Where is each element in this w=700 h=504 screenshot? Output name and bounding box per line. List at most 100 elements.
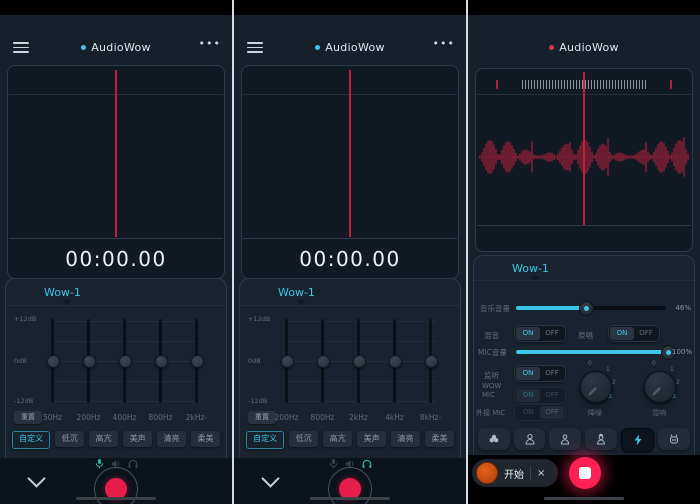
- panel-middle: AudioWow ••• 00:00.00 Wow-1 +12dB 0dB -1…: [234, 0, 466, 504]
- menu-icon[interactable]: [13, 42, 29, 53]
- eq-slider-knob[interactable]: [389, 355, 402, 368]
- toggle-on[interactable]: ON: [516, 367, 540, 380]
- eq-slider-knob[interactable]: [83, 355, 96, 368]
- eq-slider-knob[interactable]: [281, 355, 294, 368]
- toggle-on[interactable]: ON: [516, 327, 540, 340]
- noise-knob[interactable]: 0 1 2 3: [573, 360, 617, 408]
- knob-dial[interactable]: [580, 371, 612, 403]
- separator-line: [243, 238, 457, 239]
- stop-recording-button[interactable]: [569, 457, 601, 489]
- effect-robot-button[interactable]: [658, 428, 691, 450]
- preset-vocal-button[interactable]: 美声: [123, 431, 153, 447]
- toggle-off[interactable]: OFF: [639, 329, 653, 337]
- effect-woman-button[interactable]: [549, 428, 582, 450]
- effect-original-button[interactable]: [478, 428, 510, 450]
- tab-wow-1[interactable]: Wow-1: [278, 286, 315, 299]
- original-toggle[interactable]: ON OFF: [608, 325, 660, 342]
- menu-icon[interactable]: [247, 42, 263, 53]
- collapse-chevron-down-icon[interactable]: [27, 469, 46, 488]
- mic-icon[interactable]: [95, 458, 104, 469]
- preset-vocal-button[interactable]: 美声: [357, 431, 387, 447]
- music-volume-thumb[interactable]: [579, 301, 594, 316]
- toggle-off[interactable]: OFF: [540, 406, 564, 419]
- freq-label: 400Hz: [112, 413, 137, 422]
- music-volume-fill: [516, 306, 585, 310]
- preset-row: 自定义 低沉 高亢 美声 清亮 柔美: [246, 431, 454, 449]
- eq-slider-knob[interactable]: [47, 355, 60, 368]
- effect-child-button[interactable]: [585, 428, 617, 450]
- toggle-on[interactable]: ON: [610, 327, 634, 340]
- toggle-on[interactable]: ON: [522, 408, 534, 416]
- reset-button[interactable]: 重置: [248, 411, 276, 424]
- effect-man-button[interactable]: [513, 428, 546, 450]
- lightning-icon: [634, 434, 642, 446]
- mic-icon[interactable]: [329, 458, 338, 469]
- eq-slider-knob[interactable]: [317, 355, 330, 368]
- grid-line: [50, 341, 202, 342]
- knob-tick: 2: [676, 379, 680, 386]
- preset-bright-button[interactable]: 高亢: [89, 431, 119, 447]
- home-indicator[interactable]: [76, 497, 156, 500]
- mix-toggle[interactable]: ON OFF: [514, 325, 566, 342]
- knob-tick: 0: [588, 360, 592, 367]
- toggle-off[interactable]: OFF: [545, 391, 559, 399]
- music-volume-label: 音乐音量: [480, 304, 510, 313]
- ext-mic-toggle[interactable]: ON OFF: [514, 404, 566, 421]
- preset-bright-button[interactable]: 高亢: [323, 431, 353, 447]
- more-options-button[interactable]: •••: [432, 37, 455, 50]
- tab-notch: [530, 276, 540, 281]
- recording-dot-icon: [549, 44, 555, 50]
- wow-mic-toggle[interactable]: ON OFF: [514, 387, 566, 404]
- toggle-on[interactable]: ON: [516, 389, 540, 402]
- grid-line: [284, 321, 436, 322]
- toggle-off[interactable]: OFF: [545, 369, 559, 377]
- speaker-icon[interactable]: [111, 459, 121, 469]
- preset-deep-button[interactable]: 低沉: [289, 431, 319, 447]
- eq-slider-knob[interactable]: [191, 355, 204, 368]
- eq-slider-knob[interactable]: [155, 355, 168, 368]
- preset-soft-button[interactable]: 柔美: [425, 431, 454, 447]
- collapse-chevron-down-icon[interactable]: [261, 469, 280, 488]
- separator-line: [477, 225, 691, 226]
- close-button[interactable]: ×: [537, 467, 546, 479]
- record-button[interactable]: [94, 467, 138, 504]
- mix-label: 混音: [484, 331, 499, 340]
- knob-dial[interactable]: [644, 371, 676, 403]
- headphone-icon[interactable]: [362, 459, 372, 469]
- home-indicator[interactable]: [310, 497, 390, 500]
- divider: [240, 305, 460, 306]
- monitor-toggle[interactable]: ON OFF: [514, 365, 566, 382]
- toggle-off[interactable]: OFF: [545, 329, 559, 337]
- headphone-icon[interactable]: [128, 459, 138, 469]
- speaker-icon[interactable]: [345, 459, 355, 469]
- start-button[interactable]: 开始: [504, 469, 524, 481]
- tab-wow-1[interactable]: Wow-1: [44, 286, 81, 299]
- preset-clear-button[interactable]: 清亮: [157, 431, 187, 447]
- start-pill[interactable]: 开始 ×: [472, 459, 558, 487]
- home-indicator[interactable]: [544, 497, 624, 500]
- preset-deep-button[interactable]: 低沉: [55, 431, 85, 447]
- record-button[interactable]: [328, 467, 372, 504]
- record-dot-icon: [339, 478, 361, 500]
- effect-electric-button[interactable]: [620, 428, 655, 452]
- eq-slider-knob[interactable]: [425, 355, 438, 368]
- preset-clear-button[interactable]: 清亮: [391, 431, 421, 447]
- preset-custom-button[interactable]: 自定义: [246, 431, 285, 449]
- freq-label: 800Hz: [148, 413, 173, 422]
- tab-wow-1[interactable]: Wow-1: [512, 262, 549, 275]
- freq-label: 800Hz: [310, 413, 335, 422]
- music-volume-slider[interactable]: [516, 301, 666, 316]
- reverb-knob[interactable]: 0 1 2 3: [637, 360, 681, 408]
- eq-slider-knob[interactable]: [353, 355, 366, 368]
- mic-volume-thumb[interactable]: [661, 345, 677, 360]
- db-label-mid: 0dB: [14, 357, 27, 365]
- tab-notch: [62, 300, 72, 305]
- eq-slider-knob[interactable]: [119, 355, 132, 368]
- preset-custom-button[interactable]: 自定义: [12, 431, 51, 449]
- more-options-button[interactable]: •••: [198, 37, 221, 50]
- mic-volume-slider[interactable]: [516, 345, 677, 360]
- preset-soft-button[interactable]: 柔美: [191, 431, 220, 447]
- knob-tick: 3: [672, 393, 676, 400]
- reset-button[interactable]: 重置: [14, 411, 42, 424]
- app-screen: AudioWow ••• 00:00.00 Wow-1 +12dB 0dB -1…: [0, 15, 232, 504]
